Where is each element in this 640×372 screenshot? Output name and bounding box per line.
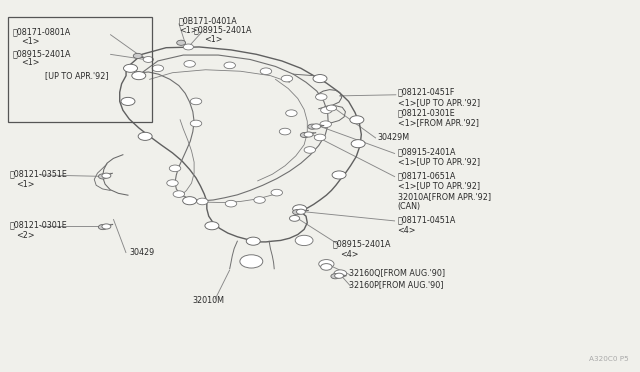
Text: 32160P[FROM AUG.'90]: 32160P[FROM AUG.'90] [349,280,443,289]
Circle shape [132,71,146,80]
Text: 32010M: 32010M [193,296,225,305]
Circle shape [260,68,271,74]
Text: <1>[FROM APR.'92]: <1>[FROM APR.'92] [397,118,479,127]
Text: <1>: <1> [204,35,223,44]
Circle shape [281,75,292,82]
Circle shape [335,273,344,278]
Text: <1>: <1> [21,58,40,67]
Circle shape [99,174,108,179]
Circle shape [304,147,316,153]
Circle shape [285,110,297,116]
Circle shape [289,215,300,221]
Circle shape [170,165,180,171]
Text: <1>: <1> [16,180,35,189]
Circle shape [319,260,334,268]
Text: Ⓦ08915-2401A: Ⓦ08915-2401A [333,240,391,248]
Circle shape [292,209,301,215]
Circle shape [295,235,313,246]
Text: 30429M: 30429M [377,133,410,142]
Circle shape [296,209,305,214]
Circle shape [332,171,346,179]
Circle shape [316,94,327,100]
Circle shape [99,224,108,230]
Circle shape [304,132,313,137]
Text: <2>: <2> [16,231,35,240]
Circle shape [183,44,193,50]
Circle shape [350,116,364,124]
Text: <1>: <1> [179,26,197,35]
Text: (CAN): (CAN) [397,202,420,211]
Text: <4>: <4> [340,250,359,259]
Text: <4>: <4> [397,226,416,235]
Circle shape [224,62,236,69]
Circle shape [254,197,266,203]
Circle shape [334,270,347,277]
Circle shape [246,237,260,245]
Circle shape [143,57,154,62]
Text: Ⓦ08915-2401A: Ⓦ08915-2401A [13,49,72,58]
Text: <1>: <1> [21,37,40,46]
Text: 30429: 30429 [129,248,154,257]
Circle shape [138,132,152,140]
Text: 32010A[FROM APR.'92]: 32010A[FROM APR.'92] [397,193,491,202]
Text: Ⓑ08171-0651A: Ⓑ08171-0651A [397,171,456,180]
Circle shape [313,74,327,83]
Circle shape [102,173,111,178]
Circle shape [312,124,321,129]
Circle shape [102,224,111,229]
Circle shape [320,121,332,128]
Circle shape [190,98,202,105]
Circle shape [173,191,184,198]
Circle shape [124,64,138,72]
Text: Ⓑ08121-0301E: Ⓑ08121-0301E [397,108,455,117]
Text: <1>[UP TO APR.'92]: <1>[UP TO APR.'92] [397,158,480,167]
Circle shape [133,53,142,58]
Bar [8,17,152,122]
Circle shape [314,134,326,141]
Circle shape [321,264,332,270]
Circle shape [292,205,307,213]
Circle shape [121,97,135,105]
Circle shape [225,201,237,207]
Circle shape [331,274,340,279]
Circle shape [167,180,178,186]
Circle shape [271,189,282,196]
Text: <1>[UP TO APR.'92]: <1>[UP TO APR.'92] [397,97,480,107]
Circle shape [279,128,291,135]
Circle shape [152,65,164,71]
Text: Ⓑ08171-0451A: Ⓑ08171-0451A [397,215,456,224]
Text: Ⓑ0B171-0401A: Ⓑ0B171-0401A [179,16,237,25]
Circle shape [182,197,196,205]
Circle shape [240,255,263,268]
Circle shape [321,107,332,113]
Text: A320C0 P5: A320C0 P5 [589,356,628,362]
Text: Ⓑ08171-0801A: Ⓑ08171-0801A [13,28,71,37]
Circle shape [308,124,317,129]
Circle shape [196,198,208,205]
Circle shape [205,222,219,230]
Circle shape [300,132,309,138]
Text: <1>[UP TO APR.'92]: <1>[UP TO APR.'92] [397,182,480,190]
Text: [UP TO APR.'92]: [UP TO APR.'92] [45,71,109,80]
Text: Ⓑ08121-0351E: Ⓑ08121-0351E [10,170,68,179]
Circle shape [177,40,186,45]
Circle shape [351,140,365,148]
Text: 32160Q[FROM AUG.'90]: 32160Q[FROM AUG.'90] [349,269,445,278]
Circle shape [184,61,195,67]
Text: Ⓑ08121-0451F: Ⓑ08121-0451F [397,88,455,97]
Text: Ⓦ08915-2401A: Ⓦ08915-2401A [194,26,253,35]
Circle shape [190,120,202,127]
Text: Ⓑ08121-0301E: Ⓑ08121-0301E [10,221,67,230]
Text: Ⓦ08915-2401A: Ⓦ08915-2401A [397,148,456,157]
Circle shape [326,105,337,111]
